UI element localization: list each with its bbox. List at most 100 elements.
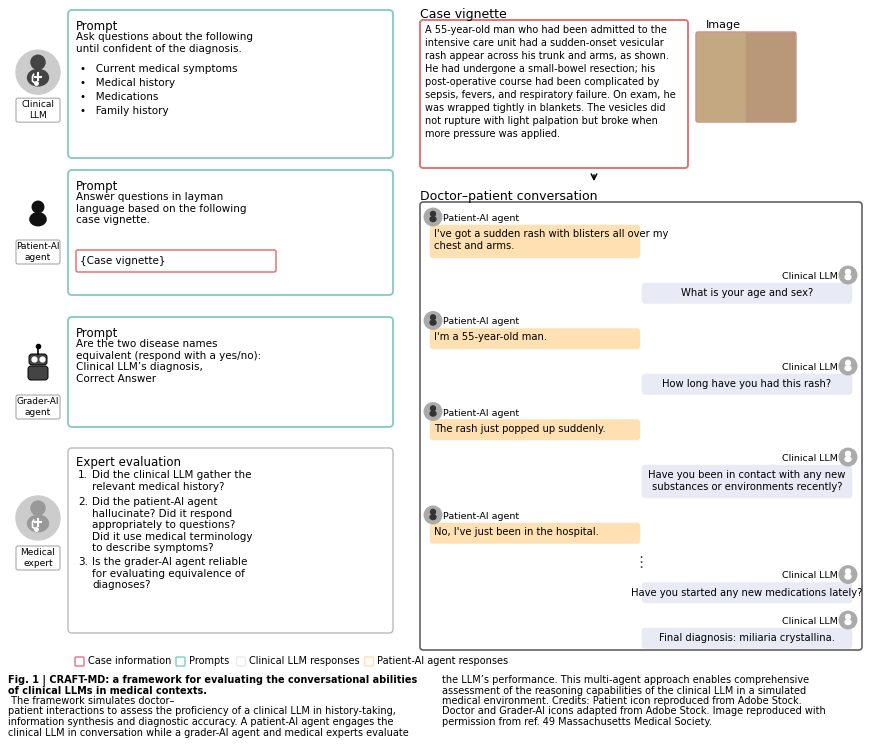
Ellipse shape — [28, 70, 49, 86]
Text: I've got a sudden rash with blisters all over my
chest and arms.: I've got a sudden rash with blisters all… — [434, 229, 667, 251]
Text: medical environment. Credits: Patient icon reproduced from Adobe Stock.: medical environment. Credits: Patient ic… — [441, 696, 800, 706]
Text: Did the clinical LLM gather the
relevant medical history?: Did the clinical LLM gather the relevant… — [92, 470, 251, 491]
Circle shape — [839, 611, 856, 628]
Text: A 55-year-old man who had been admitted to the
intensive care unit had a sudden-: A 55-year-old man who had been admitted … — [425, 25, 675, 139]
Text: The framework simulates doctor–: The framework simulates doctor– — [8, 696, 174, 706]
Circle shape — [424, 506, 441, 524]
Ellipse shape — [429, 216, 435, 222]
Text: 2.: 2. — [78, 497, 88, 507]
Text: •   Medications: • Medications — [80, 92, 158, 102]
Circle shape — [16, 50, 60, 94]
Text: The rash just popped up suddenly.: The rash just popped up suddenly. — [434, 423, 605, 434]
Circle shape — [845, 270, 850, 274]
Text: permission from ref. 49 Massachusetts Medical Society.: permission from ref. 49 Massachusetts Me… — [441, 717, 711, 727]
Text: {Case vignette}: {Case vignette} — [80, 256, 165, 266]
Text: Ask questions about the following
until confident of the diagnosis.: Ask questions about the following until … — [76, 32, 253, 54]
FancyBboxPatch shape — [16, 240, 60, 264]
Circle shape — [430, 406, 435, 410]
Circle shape — [845, 360, 850, 366]
Text: information synthesis and diagnostic accuracy. A patient-AI agent engages the: information synthesis and diagnostic acc… — [8, 717, 393, 727]
Text: Medical
expert: Medical expert — [21, 548, 56, 568]
Text: of clinical LLMs in medical contexts.: of clinical LLMs in medical contexts. — [8, 685, 207, 696]
Text: 1.: 1. — [78, 470, 88, 480]
Text: Doctor–patient conversation: Doctor–patient conversation — [420, 190, 597, 203]
Text: Clinical LLM: Clinical LLM — [780, 363, 837, 372]
Text: Image: Image — [705, 20, 740, 30]
Text: No, I've just been in the hospital.: No, I've just been in the hospital. — [434, 527, 598, 537]
Circle shape — [424, 312, 441, 330]
Text: Grader-AI
agent: Grader-AI agent — [17, 397, 59, 416]
Text: Clinical LLM: Clinical LLM — [780, 571, 837, 580]
Circle shape — [845, 569, 850, 574]
Text: Case vignette: Case vignette — [420, 8, 506, 21]
Text: Doctor and Grader-AI icons adapted from Adobe Stock. Image reproduced with: Doctor and Grader-AI icons adapted from … — [441, 706, 825, 717]
FancyBboxPatch shape — [429, 329, 640, 349]
FancyBboxPatch shape — [641, 583, 851, 603]
Bar — [745, 33, 793, 121]
Text: I'm a 55-year-old man.: I'm a 55-year-old man. — [434, 333, 547, 342]
Text: Prompt: Prompt — [76, 327, 118, 340]
Circle shape — [845, 614, 850, 619]
Text: Clinical LLM: Clinical LLM — [780, 454, 837, 463]
Text: •   Current medical symptoms: • Current medical symptoms — [80, 64, 237, 74]
Text: assessment of the reasoning capabilities of the clinical LLM in a simulated: assessment of the reasoning capabilities… — [441, 685, 806, 696]
Text: Have you started any new medications lately?: Have you started any new medications lat… — [631, 587, 862, 598]
FancyBboxPatch shape — [16, 98, 60, 122]
Circle shape — [839, 448, 856, 466]
Circle shape — [424, 208, 441, 225]
FancyBboxPatch shape — [641, 283, 851, 303]
FancyBboxPatch shape — [429, 523, 640, 544]
Text: ⋮: ⋮ — [633, 556, 648, 571]
Circle shape — [839, 266, 856, 284]
Circle shape — [16, 496, 60, 540]
FancyBboxPatch shape — [695, 32, 795, 122]
FancyBboxPatch shape — [29, 354, 47, 365]
FancyBboxPatch shape — [16, 395, 60, 419]
FancyBboxPatch shape — [641, 628, 851, 649]
Text: Patient-AI agent: Patient-AI agent — [443, 318, 519, 327]
Text: Clinical LLM: Clinical LLM — [780, 617, 837, 626]
Circle shape — [424, 403, 441, 420]
Text: clinical LLM in conversation while a grader-AI agent and medical experts evaluat: clinical LLM in conversation while a gra… — [8, 727, 408, 738]
Text: •   Family history: • Family history — [80, 106, 169, 116]
Text: Final diagnosis: miliaria crystallina.: Final diagnosis: miliaria crystallina. — [658, 633, 834, 643]
Text: Have you been in contact with any new
substances or environments recently?: Have you been in contact with any new su… — [647, 470, 845, 492]
Ellipse shape — [28, 515, 49, 532]
FancyBboxPatch shape — [429, 419, 640, 440]
Text: Patient-AI agent: Patient-AI agent — [443, 512, 519, 521]
Text: patient interactions to assess the proficiency of a clinical LLM in history-taki: patient interactions to assess the profi… — [8, 706, 395, 717]
Circle shape — [31, 501, 45, 515]
Text: 3.: 3. — [78, 557, 88, 567]
Text: What is your age and sex?: What is your age and sex? — [680, 288, 813, 298]
Text: How long have you had this rash?: How long have you had this rash? — [661, 379, 831, 389]
Circle shape — [845, 452, 850, 456]
Ellipse shape — [429, 411, 435, 416]
FancyBboxPatch shape — [641, 374, 851, 395]
Text: Prompt: Prompt — [76, 20, 118, 33]
FancyBboxPatch shape — [28, 366, 48, 380]
Circle shape — [430, 315, 435, 320]
Text: Answer questions in layman
language based on the following
case vignette.: Answer questions in layman language base… — [76, 192, 246, 225]
Text: •   Medical history: • Medical history — [80, 78, 175, 88]
Text: Clinical
LLM: Clinical LLM — [22, 100, 55, 120]
Text: Case information: Case information — [88, 656, 171, 666]
Circle shape — [839, 565, 856, 583]
Ellipse shape — [844, 574, 850, 579]
Text: Patient-AI
agent: Patient-AI agent — [17, 242, 60, 261]
Ellipse shape — [844, 366, 850, 371]
Circle shape — [32, 201, 43, 213]
Text: Did the patient-AI agent
hallucinate? Did it respond
appropriately to questions?: Did the patient-AI agent hallucinate? Di… — [92, 497, 252, 554]
FancyBboxPatch shape — [641, 465, 851, 498]
Text: Prompt: Prompt — [76, 180, 118, 193]
Text: Are the two disease names
equivalent (respond with a yes/no):
Clinical LLM’s dia: Are the two disease names equivalent (re… — [76, 339, 261, 383]
Ellipse shape — [844, 619, 850, 625]
Circle shape — [839, 357, 856, 374]
Text: Prompts: Prompts — [189, 656, 229, 666]
Ellipse shape — [844, 275, 850, 279]
Text: Patient-AI agent: Patient-AI agent — [443, 214, 519, 223]
Text: the LLM’s performance. This multi-agent approach enables comprehensive: the LLM’s performance. This multi-agent … — [441, 675, 808, 685]
FancyBboxPatch shape — [429, 225, 640, 258]
Text: Patient-AI agent responses: Patient-AI agent responses — [377, 656, 508, 666]
FancyBboxPatch shape — [16, 546, 60, 570]
Text: Expert evaluation: Expert evaluation — [76, 456, 181, 469]
